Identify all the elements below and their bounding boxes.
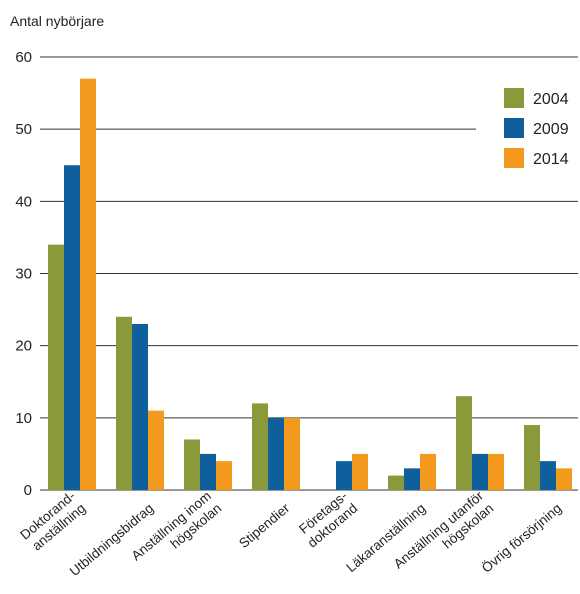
- bar-2014-4: [352, 453, 368, 490]
- bar-2004-2: [184, 439, 200, 490]
- legend-swatch-2009: [504, 118, 524, 138]
- bar-2009-1: [132, 324, 148, 490]
- x-category-line: Stipendier: [236, 500, 293, 551]
- y-tick-label: 0: [24, 482, 32, 499]
- bar-2004-5: [388, 475, 404, 490]
- legend-swatch-2014: [504, 148, 524, 168]
- y-tick-label: 40: [15, 193, 32, 210]
- bar-2009-7: [540, 461, 556, 490]
- bar-2004-6: [456, 396, 472, 490]
- y-tick-label: 60: [15, 49, 32, 66]
- bar-2004-1: [116, 316, 132, 490]
- bar-2009-2: [200, 453, 216, 490]
- y-tick-label: 10: [15, 410, 32, 427]
- bar-2014-5: [420, 453, 436, 490]
- bar-2004-3: [252, 403, 268, 490]
- gridlines: 0 10 20 30 40 50 60: [15, 49, 578, 499]
- y-tick-label: 20: [15, 338, 32, 355]
- bar-2009-0: [64, 165, 80, 490]
- y-axis-label: Antal nybörjare: [10, 13, 104, 29]
- bar-2014-6: [488, 453, 504, 490]
- bar-2014-1: [148, 410, 164, 490]
- legend: 2004 2009 2014: [504, 88, 569, 168]
- x-category-label: Stipendier: [236, 500, 293, 551]
- bar-2004-0: [48, 244, 64, 490]
- legend-label-2014: 2014: [533, 151, 569, 168]
- bar-2009-4: [336, 461, 352, 490]
- x-axis-categories: Doktorand-anställningUtbildningsbidragAn…: [17, 488, 564, 579]
- legend-swatch-2004: [504, 88, 524, 108]
- bar-2009-6: [472, 453, 488, 490]
- legend-label-2004: 2004: [533, 91, 569, 108]
- bar-2014-7: [556, 468, 572, 490]
- x-category-label: Företags-doktorand: [296, 488, 360, 550]
- bar-2014-3: [284, 417, 300, 490]
- bar-2014-2: [216, 461, 232, 490]
- bar-2004-7: [524, 425, 540, 490]
- bar-2009-3: [268, 417, 284, 490]
- bar-2009-5: [404, 468, 420, 490]
- bar-2014-0: [80, 78, 96, 491]
- y-tick-label: 30: [15, 266, 32, 283]
- bars: [48, 78, 572, 491]
- y-tick-label: 50: [15, 121, 32, 138]
- legend-label-2009: 2009: [533, 121, 569, 138]
